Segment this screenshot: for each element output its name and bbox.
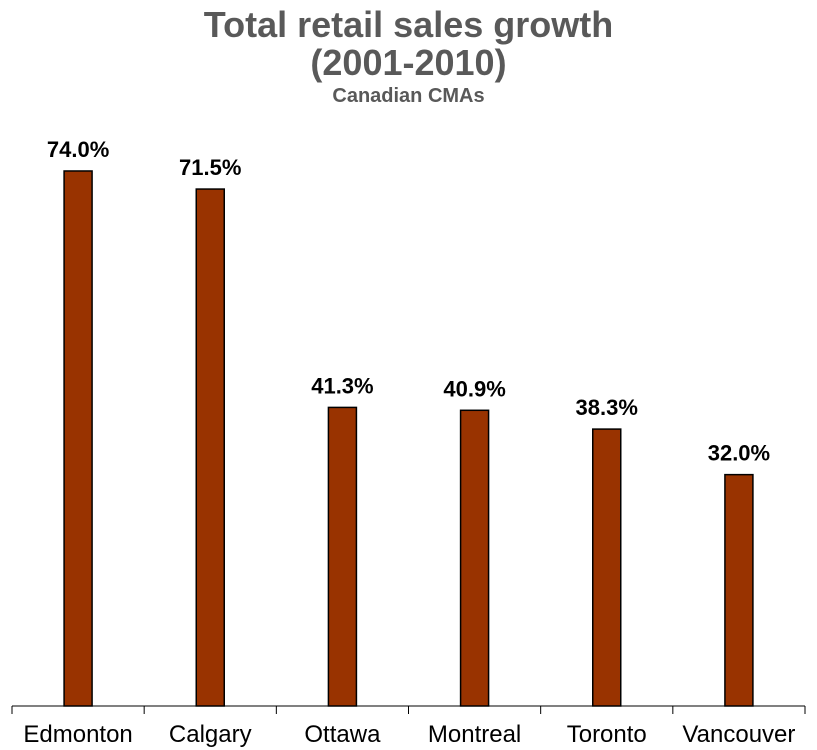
bars-group	[63, 170, 754, 707]
chart-subtitle: Canadian CMAs	[332, 85, 485, 107]
x-axis	[11, 705, 806, 714]
bar-calgary	[195, 188, 225, 707]
chart-title-line1: Total retail sales growth	[203, 4, 614, 45]
tick-label-toronto: Toronto	[567, 721, 647, 748]
data-label-edmonton: 74.0%	[47, 137, 109, 162]
tick-label-edmonton: Edmonton	[23, 721, 132, 748]
chart-title-block: Total retail sales growth (2001-2010) Ca…	[0, 6, 817, 108]
bar-ottawa	[327, 406, 358, 707]
data-label-toronto: 38.3%	[576, 395, 638, 420]
data-label-vancouver: 32.0%	[708, 441, 770, 466]
bar-toronto	[592, 428, 622, 707]
bar-vancouver	[724, 473, 754, 707]
bar-edmonton	[63, 170, 93, 707]
data-label-montreal: 40.9%	[443, 376, 505, 401]
tick-label-calgary: Calgary	[169, 721, 252, 748]
tick-label-vancouver: Vancouver	[682, 721, 795, 748]
data-label-calgary: 71.5%	[179, 155, 241, 180]
tick-labels-group: Edmonton Calgary Ottawa Montreal Toronto Vanc…	[23, 721, 795, 748]
data-labels-group: 74.0% 71.5% 41.3% 40.9% 38.3% 32.0%	[47, 137, 770, 466]
chart-title-line2: (2001-2010)	[310, 42, 507, 83]
tick-label-montreal: Montreal	[428, 721, 521, 748]
data-label-ottawa: 41.3%	[311, 373, 373, 398]
bar-montreal	[459, 409, 490, 707]
tick-label-ottawa: Ottawa	[304, 721, 381, 748]
